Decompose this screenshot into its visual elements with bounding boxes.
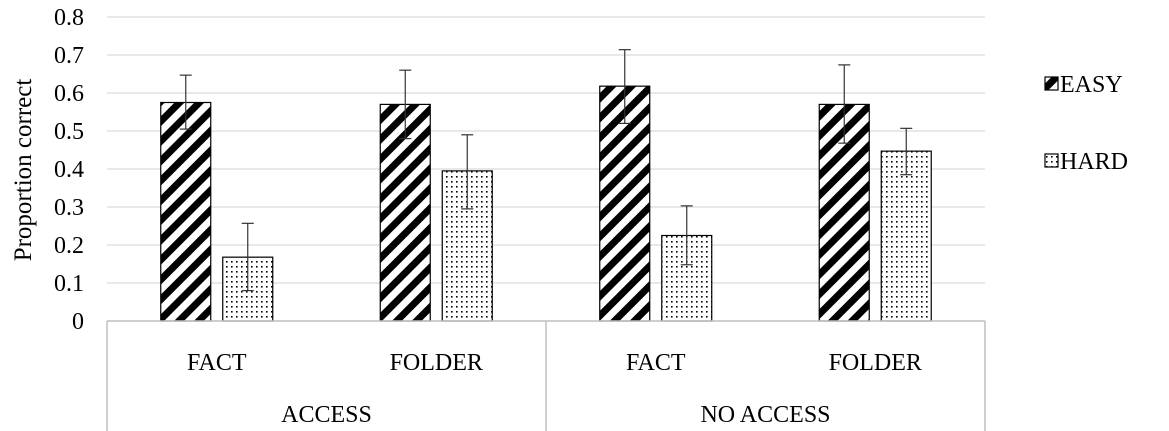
legend-item-hard: HARD xyxy=(1044,149,1128,175)
error-bar xyxy=(618,49,631,125)
error-bar xyxy=(680,205,693,266)
y-tick-label: 0.5 xyxy=(54,119,84,145)
legend-swatch xyxy=(1044,76,1059,91)
legend-swatch xyxy=(1044,153,1059,168)
y-tick-label: 0.3 xyxy=(54,195,84,221)
x-group-label: ACCESS xyxy=(281,402,372,428)
axes xyxy=(106,320,986,431)
gridlines xyxy=(107,16,985,284)
x-category-label: FACT xyxy=(626,350,686,376)
y-tick-label: 0.2 xyxy=(54,233,84,259)
legend-item-easy: EASY xyxy=(1044,72,1123,98)
bar-easy xyxy=(599,85,651,322)
error-bar xyxy=(241,222,254,292)
error-bar xyxy=(838,64,851,144)
y-tick-label: 0.8 xyxy=(54,5,84,31)
legend: EASY HARD xyxy=(1044,72,1128,175)
x-group-label: NO ACCESS xyxy=(700,402,830,428)
bar-easy xyxy=(160,101,212,322)
y-tick-label: 0.1 xyxy=(54,271,84,297)
x-category-label: FOLDER xyxy=(390,350,483,376)
error-bar xyxy=(399,69,412,140)
y-tick-label: 0 xyxy=(72,309,84,335)
x-category-label: FACT xyxy=(187,350,247,376)
y-tick-label: 0.4 xyxy=(54,157,84,183)
y-axis-label: Proportion correct xyxy=(10,79,37,262)
y-tick-label: 0.6 xyxy=(54,81,84,107)
y-tick-label: 0.7 xyxy=(54,43,84,69)
axis-labels: 0 0.1 0.2 0.3 0.4 0.5 0.6 0.7 0.8 FACT FOLDER ACCES… xyxy=(54,5,922,428)
legend-label: HARD xyxy=(1060,149,1128,175)
error-bar xyxy=(461,134,474,210)
bars xyxy=(160,85,932,322)
bar-hard xyxy=(880,150,932,322)
error-bar xyxy=(179,74,192,130)
bar-easy xyxy=(379,103,431,322)
error-bars xyxy=(179,49,913,292)
legend-label: EASY xyxy=(1060,72,1123,98)
x-category-label: FOLDER xyxy=(829,350,922,376)
error-bar xyxy=(900,127,913,176)
